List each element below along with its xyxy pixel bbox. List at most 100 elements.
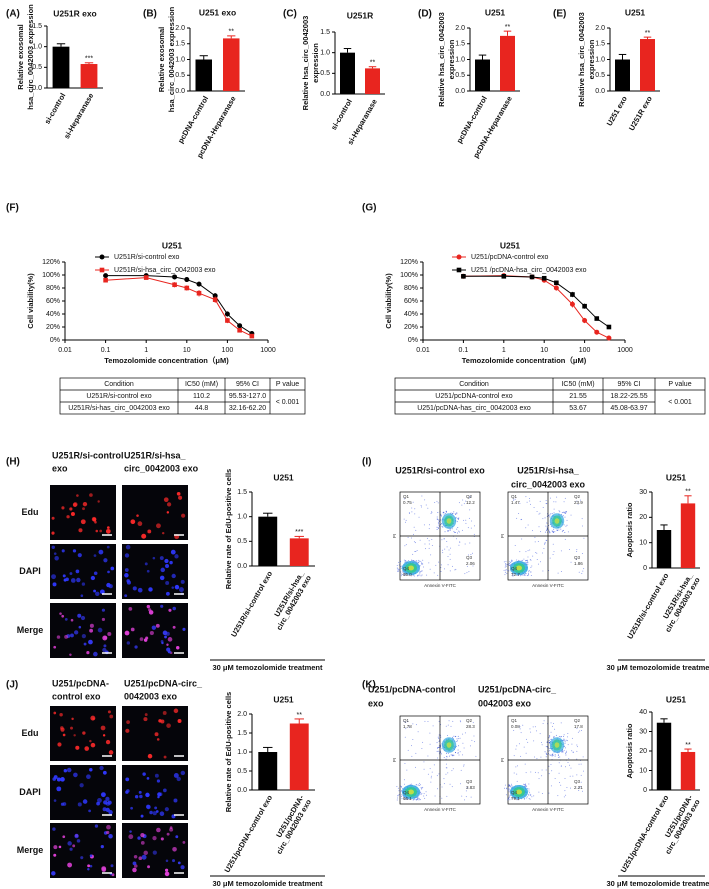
event-dot: [506, 563, 508, 565]
event-dot: [419, 572, 421, 574]
event-dot: [576, 727, 578, 729]
cell-nucleus: [173, 798, 178, 803]
cell-nucleus: [76, 494, 79, 497]
event-dot: [513, 755, 515, 757]
event-dot: [412, 533, 414, 535]
column-label: circ_0042003 exo: [124, 463, 199, 473]
bar: [680, 751, 696, 790]
event-dot: [564, 777, 566, 779]
cell-nucleus: [53, 799, 57, 802]
chart-title: U251: [485, 7, 506, 17]
event-dot: [508, 791, 510, 793]
event-dot: [458, 738, 460, 740]
cell-nucleus: [148, 608, 152, 612]
event-dot: [418, 797, 420, 799]
cell-nucleus: [126, 580, 131, 585]
cell-nucleus: [160, 567, 166, 573]
cell-nucleus: [172, 606, 177, 611]
event-dot: [408, 560, 410, 562]
cell-nucleus: [132, 867, 137, 873]
event-dot: [467, 527, 469, 529]
event-dot: [401, 798, 403, 800]
cell-nucleus: [90, 575, 96, 581]
cell-nucleus: [165, 859, 169, 863]
quadrant-name: Q4: [403, 790, 410, 795]
quadrant-value: 1.86: [574, 561, 583, 566]
event-dot: [434, 501, 436, 503]
table-cell: U251R/si-control exo: [86, 393, 151, 400]
x-tick-label: 0.01: [416, 347, 430, 354]
event-dot: [564, 739, 566, 741]
cell-nucleus: [81, 582, 86, 586]
event-dot: [549, 557, 551, 559]
event-dot: [451, 565, 453, 567]
event-dot: [423, 524, 425, 526]
event-dot: [396, 799, 398, 801]
event-dot: [461, 529, 463, 531]
y-tick-label: 120%: [42, 259, 60, 266]
significance: ***: [295, 529, 303, 536]
event-dot: [553, 512, 555, 514]
event-dot: [525, 738, 527, 740]
event-dot: [411, 511, 413, 513]
y-tick-label: 1.5: [175, 41, 185, 48]
panel-label: (C): [283, 9, 297, 20]
cell-nucleus: [145, 636, 149, 640]
cell-nucleus: [152, 556, 156, 560]
y-tick-label: 0.5: [32, 64, 42, 71]
column-label: exo: [368, 698, 384, 708]
event-dot: [431, 545, 433, 547]
event-dot: [538, 778, 540, 780]
event-dot: [513, 498, 515, 500]
chart-title: U251: [666, 472, 687, 482]
x-tick-label: 0.1: [101, 347, 111, 354]
event-dot: [534, 771, 536, 773]
quadrant-value: 66.1: [403, 796, 412, 801]
event-dot: [413, 575, 415, 577]
cell-nucleus: [51, 531, 55, 535]
cell-nucleus: [168, 608, 172, 612]
cell-nucleus: [132, 586, 137, 591]
event-dot: [550, 754, 552, 756]
event-dot: [442, 526, 444, 528]
event-dot: [469, 497, 471, 499]
quadrant-name: Q1: [511, 494, 518, 499]
event-dot: [459, 541, 461, 543]
event-dot: [462, 742, 464, 744]
cell-nucleus: [53, 853, 57, 857]
event-dot: [469, 509, 471, 511]
event-dot: [533, 740, 535, 742]
density-blob: [516, 565, 522, 571]
flow-y-label: PI: [392, 758, 397, 762]
event-dot: [458, 745, 460, 747]
cell-nucleus: [165, 591, 170, 596]
event-dot: [421, 788, 423, 790]
event-dot: [463, 764, 465, 766]
event-dot: [407, 749, 409, 751]
event-dot: [551, 513, 553, 515]
event-dot: [505, 794, 507, 796]
cell-nucleus: [154, 732, 159, 737]
cell-nucleus: [62, 835, 66, 839]
event-dot: [454, 569, 456, 571]
event-dot: [405, 798, 407, 800]
event-dot: [411, 507, 413, 509]
bar: [475, 59, 490, 91]
y-tick-label: 1.5: [320, 29, 330, 36]
cell-nucleus: [130, 806, 133, 810]
cell-nucleus: [140, 832, 145, 838]
event-dot: [534, 541, 536, 543]
event-dot: [527, 794, 529, 796]
event-dot: [406, 769, 408, 771]
event-dot: [465, 790, 467, 792]
event-dot: [548, 765, 550, 767]
event-dot: [509, 562, 511, 564]
y-axis-label: Apoptosis ratio: [625, 502, 634, 557]
data-point: [582, 303, 587, 309]
cell-nucleus: [60, 777, 65, 782]
event-dot: [521, 538, 523, 540]
event-dot: [408, 512, 410, 514]
cell-nucleus: [106, 824, 111, 830]
table-header: IC50 (mM): [561, 381, 594, 388]
legend-marker: [99, 267, 105, 273]
